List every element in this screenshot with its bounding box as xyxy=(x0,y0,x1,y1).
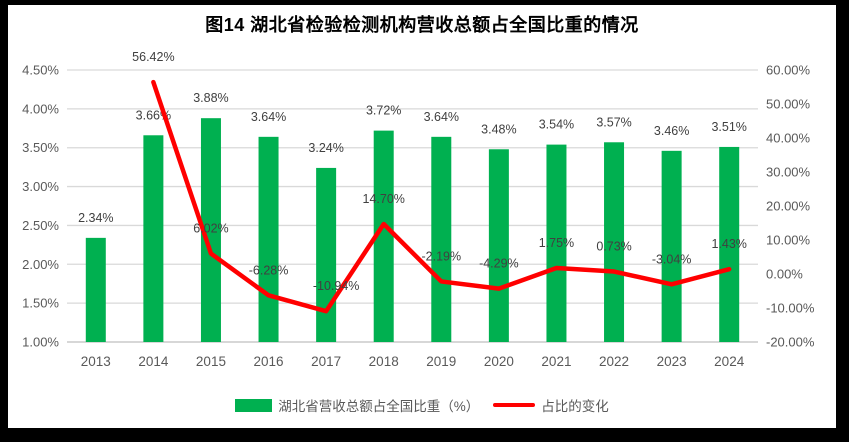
line-data-label: -2.19% xyxy=(421,249,461,263)
x-axis-year-label: 2022 xyxy=(599,354,629,369)
x-axis-year-label: 2024 xyxy=(714,354,745,369)
y-axis-right-tick-label: 30.00% xyxy=(766,165,811,180)
x-axis-year-label: 2016 xyxy=(254,354,284,369)
y-axis-right-tick-label: -10.00% xyxy=(766,301,815,316)
bar-2016 xyxy=(258,136,279,342)
line-data-label: 56.42% xyxy=(132,50,174,64)
y-axis-right-tick-label: 10.00% xyxy=(766,233,811,248)
x-axis-year-label: 2015 xyxy=(196,354,226,369)
y-axis-left-tick-label: 3.50% xyxy=(22,140,59,155)
bar-2021 xyxy=(546,144,567,342)
x-axis-year-label: 2017 xyxy=(311,354,341,369)
bar-2014 xyxy=(143,135,164,342)
legend-item-bar-series[interactable]: 湖北省营收总额占全国比重（%） xyxy=(235,395,479,415)
bar-data-label: 3.51% xyxy=(711,120,746,134)
line-data-label: -3.04% xyxy=(652,252,692,266)
line-data-label: 1.43% xyxy=(711,237,746,251)
chart-canvas: 图14 湖北省检验检测机构营收总额占全国比重的情况 4.50% 4.00% 3.50… xyxy=(8,5,836,428)
bar-data-label: 3.54% xyxy=(539,118,574,132)
bar-2022 xyxy=(604,142,625,342)
chart-plot-area: 4.50% 4.00% 3.50% 3.00% 2.50% 2.00% 1.50% 1.00%… xyxy=(22,50,815,369)
line-data-label: 6.02% xyxy=(193,222,228,236)
y-axis-left-tick-label: 1.50% xyxy=(22,296,59,311)
bar-2023 xyxy=(661,150,682,342)
x-axis-year-label: 2019 xyxy=(426,354,456,369)
y-axis-right-tick-label: 0.00% xyxy=(766,267,803,282)
bar-2017 xyxy=(316,167,337,342)
bar-2015 xyxy=(200,118,221,342)
x-axis-year-label: 2014 xyxy=(138,354,169,369)
x-axis-year-label: 2018 xyxy=(369,354,399,369)
bar-data-label: 3.57% xyxy=(596,115,631,129)
bar-2020 xyxy=(488,149,509,342)
x-axis-year-label: 2020 xyxy=(484,354,514,369)
x-axis-year-label: 2023 xyxy=(657,354,687,369)
y-axis-right-tick-label: 50.00% xyxy=(766,97,811,112)
bar-series-legend-label: 湖北省营收总额占全国比重（%） xyxy=(278,399,480,414)
bar-2018 xyxy=(373,130,394,342)
y-axis-left-tick-label: 4.00% xyxy=(22,101,59,116)
bar-data-label: 3.64% xyxy=(251,110,286,124)
line-data-label: 0.73% xyxy=(596,240,631,254)
bar-data-label: 3.72% xyxy=(366,104,401,118)
bar-2013 xyxy=(85,237,106,342)
line-data-label: -10.94% xyxy=(313,279,360,293)
line-data-label: 1.75% xyxy=(539,236,574,250)
chart-title: 图14 湖北省检验检测机构营收总额占全国比重的情况 xyxy=(205,15,639,35)
legend: 湖北省营收总额占全国比重（%） 占比的变化 xyxy=(8,395,836,415)
bar-data-label: 3.48% xyxy=(481,122,516,136)
line-data-label: -6.28% xyxy=(249,263,289,277)
bar-data-label: 2.34% xyxy=(78,211,113,225)
bar-data-label: 3.46% xyxy=(654,124,689,138)
y-axis-right-tick-label: -20.00% xyxy=(766,335,815,350)
y-axis-right-tick-label: 60.00% xyxy=(766,63,811,78)
y-axis-left-tick-label: 1.00% xyxy=(22,335,59,350)
x-axis-year-label: 2013 xyxy=(81,354,111,369)
y-axis-left-tick-label: 2.50% xyxy=(22,218,59,233)
y-axis-right-tick-label: 20.00% xyxy=(766,199,811,214)
x-axis-year-label: 2021 xyxy=(541,354,571,369)
bar-series-swatch-icon xyxy=(235,398,273,412)
bar-data-label: 3.88% xyxy=(193,91,228,105)
bar-2019 xyxy=(431,136,452,342)
bar-data-label: 3.64% xyxy=(424,110,459,124)
line-data-label: 14.70% xyxy=(363,192,405,206)
bar-data-label: 3.24% xyxy=(308,141,343,155)
y-axis-left-tick-label: 2.00% xyxy=(22,257,59,272)
legend-item-line-series[interactable]: 占比的变化 xyxy=(493,395,609,415)
y-axis-right-tick-label: 40.00% xyxy=(766,131,811,146)
y-axis-left-tick-label: 4.50% xyxy=(22,63,59,78)
change-line-series xyxy=(151,79,732,314)
line-data-label: -4.29% xyxy=(479,257,519,271)
line-series-legend-label: 占比的变化 xyxy=(541,399,609,414)
y-axis-left-tick-label: 3.00% xyxy=(22,179,59,194)
bar-2024 xyxy=(719,146,740,342)
line-series-swatch-icon xyxy=(493,403,536,407)
